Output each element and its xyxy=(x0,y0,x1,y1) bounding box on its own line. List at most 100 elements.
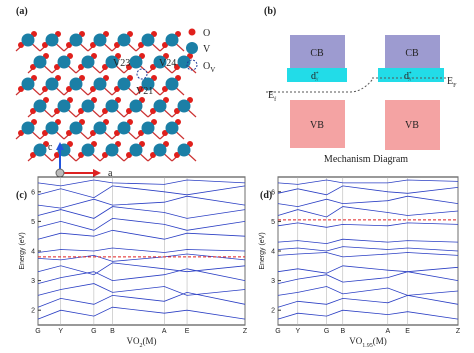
x-tick-label: G xyxy=(91,328,96,335)
v-atom xyxy=(69,33,83,47)
vb-label: VB xyxy=(405,120,419,131)
x-tick-label: Y xyxy=(295,328,300,335)
vb-label: VB xyxy=(310,120,324,131)
o-atom xyxy=(30,152,36,158)
x-tick-label: A xyxy=(385,328,390,335)
plot-frame xyxy=(277,176,459,326)
band xyxy=(277,238,459,245)
origin xyxy=(55,168,65,178)
o-atom xyxy=(162,130,168,136)
o-atom xyxy=(78,108,84,114)
band xyxy=(277,195,459,208)
o-atom xyxy=(90,42,96,48)
v-atom xyxy=(33,99,47,113)
x-axis-label: VO1.95(M) xyxy=(349,336,387,349)
v-atom xyxy=(177,143,191,157)
band xyxy=(37,229,246,240)
d-main: d xyxy=(311,71,316,82)
y-axis-label: Energy (eV) xyxy=(259,232,266,269)
axis-label: a xyxy=(108,168,113,179)
cb-label: CB xyxy=(405,48,419,59)
v-atom xyxy=(81,99,95,113)
y-tick-label: 3 xyxy=(271,278,275,285)
y-tick-label: 2 xyxy=(271,308,275,315)
band xyxy=(277,222,459,228)
plot-frame xyxy=(37,176,246,326)
x-label-sub: 2 xyxy=(140,343,143,349)
v-atom xyxy=(129,143,143,157)
ef-sub: f xyxy=(274,96,276,103)
o-atom xyxy=(114,42,120,48)
d-band xyxy=(287,68,347,82)
ef-main: E xyxy=(268,90,274,101)
o-atom xyxy=(174,108,180,114)
x-tick-label: B xyxy=(110,328,115,335)
v-atom xyxy=(153,99,167,113)
o-atom xyxy=(174,152,180,158)
arrow xyxy=(93,169,101,177)
band xyxy=(277,252,459,258)
v-atom xyxy=(21,121,35,135)
o-atom xyxy=(138,86,144,92)
v-atom xyxy=(57,99,71,113)
v-atom xyxy=(105,99,119,113)
o-atom xyxy=(150,64,156,70)
band xyxy=(37,206,246,219)
o-atom xyxy=(162,86,168,92)
v-atom xyxy=(69,77,83,91)
v-atom xyxy=(93,121,107,135)
ef-label: EF xyxy=(447,76,457,89)
o-atom xyxy=(54,64,60,70)
d-sup: * xyxy=(409,72,412,77)
o-atom xyxy=(102,108,108,114)
band xyxy=(277,265,459,274)
ef-main: E xyxy=(447,76,453,87)
v-atom xyxy=(69,121,83,135)
legend-o-icon xyxy=(188,28,196,36)
o-atom xyxy=(42,86,48,92)
o-atom xyxy=(174,64,180,70)
band xyxy=(277,286,459,296)
band xyxy=(277,179,459,185)
band xyxy=(37,179,246,187)
band xyxy=(277,206,459,218)
v-atom xyxy=(177,99,191,113)
o-atom xyxy=(42,42,48,48)
o-atom xyxy=(90,130,96,136)
o-atom xyxy=(126,108,132,114)
band xyxy=(277,185,459,196)
band xyxy=(37,262,246,276)
v-atom xyxy=(165,121,179,135)
v-atom xyxy=(33,55,47,69)
d-sup: * xyxy=(316,72,319,77)
v-atom xyxy=(117,77,131,91)
legend-o: O xyxy=(203,28,210,39)
band xyxy=(37,291,246,308)
vb-box xyxy=(290,100,345,148)
o-atom xyxy=(150,108,156,114)
y-tick-label: 3 xyxy=(31,278,35,285)
legend-v-icon xyxy=(186,42,198,54)
o-atom xyxy=(18,130,24,136)
band xyxy=(37,217,246,231)
o-atom xyxy=(42,130,48,136)
cb-label: CB xyxy=(310,48,324,59)
band xyxy=(277,309,459,320)
v-atom xyxy=(45,121,59,135)
o-atom xyxy=(126,152,132,158)
crystal-structure xyxy=(15,31,197,162)
y-tick-label: 4 xyxy=(271,249,275,256)
x-label-tail: (M) xyxy=(373,336,387,346)
band xyxy=(37,247,246,253)
x-label-tail: (M) xyxy=(143,336,157,346)
panel-label: (c) xyxy=(16,190,27,201)
v-atom xyxy=(165,77,179,91)
y-tick-label: 5 xyxy=(31,219,35,226)
v-atom xyxy=(93,77,107,91)
band xyxy=(37,253,246,262)
ef-sub: F xyxy=(453,83,457,89)
legend-ov-icon xyxy=(186,59,198,71)
o-atom xyxy=(114,86,120,92)
o-atom xyxy=(66,130,72,136)
